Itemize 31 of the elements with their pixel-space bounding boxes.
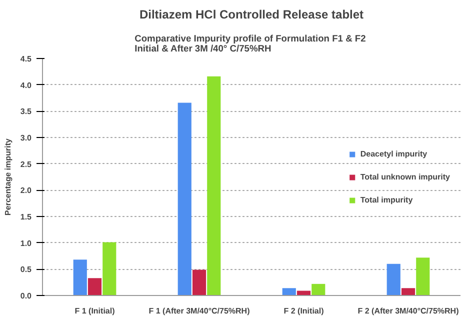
legend-label: Total unknown impurity — [360, 172, 450, 181]
y-tick-label: 2.5 — [20, 160, 32, 169]
bar — [386, 264, 400, 296]
y-axis-title: Percentage impurity — [3, 138, 12, 216]
bar — [178, 102, 192, 296]
bar — [282, 288, 296, 296]
y-tick-label: 4.0 — [20, 80, 32, 90]
x-tick-label: F 2 (Initial) — [284, 306, 324, 316]
chart-subtitle: Comparative Impurity profile of Formulation F1 & F2 Initial & After 3M /40° C/75%RH — [134, 34, 366, 54]
bar — [207, 76, 221, 296]
x-tick-label: F 1 (After 3M/40°C/75%RH) — [148, 306, 250, 316]
y-tick-label: 1.0 — [20, 238, 32, 248]
x-tick-label: F 2 (After 3M/40°C/75%RH) — [358, 306, 460, 316]
chart-title: Diltiazem HCl Controlled Release tablet — [139, 8, 364, 22]
bar — [102, 242, 116, 296]
y-tick-label: 0.5 — [20, 265, 32, 274]
y-tick-label: 3.0 — [20, 134, 32, 142]
x-tick-label: F 1 (Initial) — [74, 306, 116, 316]
y-tick-label: 2.0 — [20, 186, 32, 196]
bar — [73, 260, 87, 296]
y-tick-label: 3.5 — [20, 107, 32, 116]
bar — [312, 284, 326, 296]
bar — [88, 278, 102, 296]
bar — [401, 288, 416, 296]
legend-label: Total impurity — [360, 195, 413, 204]
y-tick-label: 0.0 — [20, 292, 32, 300]
y-tick-label: 1.5 — [20, 212, 32, 222]
bar — [416, 258, 430, 296]
legend-label: Deacetyl impurity — [360, 149, 428, 158]
y-tick-label: 4.5 — [20, 54, 32, 64]
bar — [192, 270, 206, 296]
